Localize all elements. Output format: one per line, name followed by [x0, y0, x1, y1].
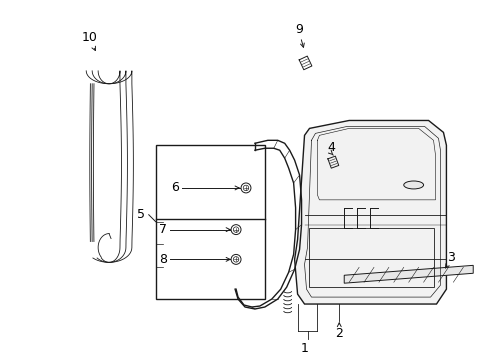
Circle shape	[231, 225, 241, 235]
Text: 9: 9	[295, 23, 303, 36]
Ellipse shape	[403, 181, 423, 189]
Text: 8: 8	[158, 253, 166, 266]
Text: 4: 4	[327, 141, 335, 154]
Text: 10: 10	[81, 31, 97, 44]
Circle shape	[233, 227, 238, 232]
Text: 1: 1	[300, 342, 308, 355]
Circle shape	[243, 185, 248, 191]
Bar	[155, 145, 264, 299]
Text: 2: 2	[335, 327, 343, 340]
Polygon shape	[344, 265, 472, 283]
Polygon shape	[294, 121, 446, 304]
Bar	[309, 228, 433, 287]
Text: 5: 5	[137, 208, 144, 221]
Circle shape	[231, 255, 241, 264]
Text: 7: 7	[158, 223, 166, 236]
Text: 6: 6	[171, 181, 179, 194]
Circle shape	[241, 183, 250, 193]
Circle shape	[233, 257, 238, 262]
Text: 3: 3	[447, 251, 454, 264]
